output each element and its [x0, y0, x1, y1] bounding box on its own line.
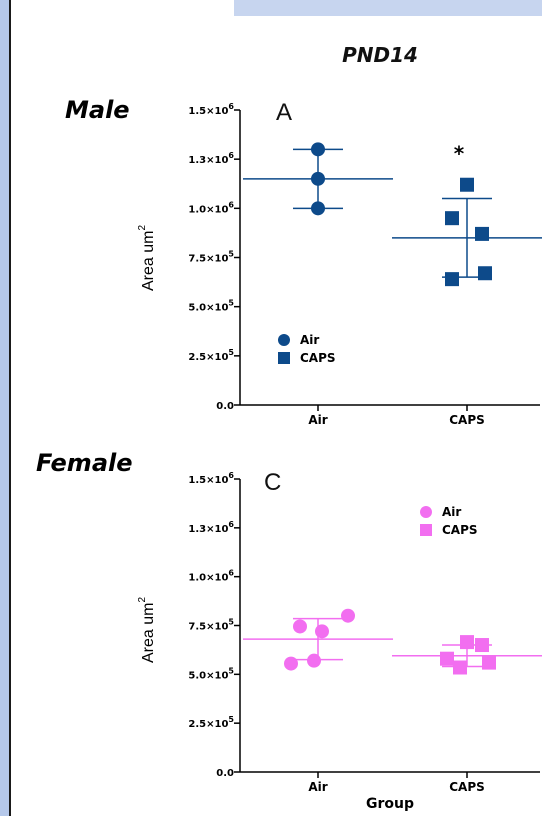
y-tick-label: 1.3×106 — [188, 151, 234, 166]
legend: Air CAPS — [420, 505, 478, 537]
legend-label: Air — [442, 505, 461, 519]
data-point — [284, 656, 298, 671]
panel-letter: A — [276, 99, 292, 126]
y-tick-label: 1.5×106 — [188, 102, 234, 117]
legend-label: Air — [300, 333, 319, 347]
series-air — [243, 608, 393, 671]
panel-letter: C — [264, 469, 281, 496]
data-point — [293, 619, 307, 634]
row-label-female: Female — [36, 449, 133, 477]
data-point — [453, 660, 467, 675]
y-tick-label: 1.0×106 — [188, 569, 234, 584]
y-tick-label: 1.0×106 — [188, 200, 234, 215]
legend-marker-circle — [278, 334, 290, 346]
y-tick-label: 2.5×105 — [188, 348, 234, 363]
y-tick-label: 5.0×105 — [188, 666, 234, 681]
top-header-strip — [234, 0, 542, 16]
chart-panel-C: C 0.0 2.5×105 5.0×105 7.5×105 1.0×106 1.3×106 1… — [137, 469, 542, 812]
y-tick-label: 0.0 — [216, 768, 234, 779]
legend-label: CAPS — [442, 523, 478, 537]
legend-marker-circle — [420, 506, 432, 518]
data-point — [315, 624, 329, 639]
data-point — [460, 635, 474, 650]
figure-frame — [11, 16, 542, 816]
series-caps — [392, 177, 542, 287]
x-axis-title: Group — [366, 796, 414, 812]
x-tick-label: Air — [308, 413, 327, 427]
legend-marker-square — [420, 524, 432, 536]
x-tick-label: CAPS — [449, 780, 485, 794]
data-point — [311, 201, 325, 216]
legend-marker-square — [278, 352, 290, 364]
data-point — [445, 272, 459, 287]
row-label-male: Male — [65, 96, 130, 124]
y-tick-label: 7.5×105 — [188, 250, 234, 265]
data-point — [307, 653, 321, 668]
left-sidebar-strip — [0, 0, 11, 816]
y-tick-label: 5.0×105 — [188, 299, 234, 314]
data-point — [478, 266, 492, 281]
x-tick-label: Air — [308, 780, 327, 794]
y-tick-label: 1.5×106 — [188, 471, 234, 486]
data-point — [311, 171, 325, 186]
chart-panel-A: A 0.0 2.5×105 5.0×105 7.5×105 1.0×106 1.3×106 1… — [137, 99, 542, 427]
legend: Air CAPS — [278, 333, 336, 365]
y-axis-title: Area um2 — [137, 597, 157, 663]
data-point — [341, 608, 355, 623]
data-point — [475, 638, 489, 653]
legend-label: CAPS — [300, 351, 336, 365]
data-point — [440, 651, 454, 666]
figure-title: PND14 — [342, 43, 418, 67]
y-tick-label: 7.5×105 — [188, 618, 234, 633]
series-caps — [392, 635, 542, 675]
y-axis-title: Area um2 — [137, 225, 157, 291]
data-point — [460, 177, 474, 192]
y-tick-label: 2.5×105 — [188, 715, 234, 730]
y-tick-label: 0.0 — [216, 401, 234, 412]
data-point — [311, 142, 325, 157]
data-point — [445, 211, 459, 226]
data-point — [475, 226, 489, 241]
data-point — [482, 655, 496, 670]
x-tick-label: CAPS — [449, 413, 485, 427]
y-tick-label: 1.3×106 — [188, 520, 234, 535]
significance-marker: * — [454, 142, 465, 166]
series-air — [243, 142, 393, 216]
